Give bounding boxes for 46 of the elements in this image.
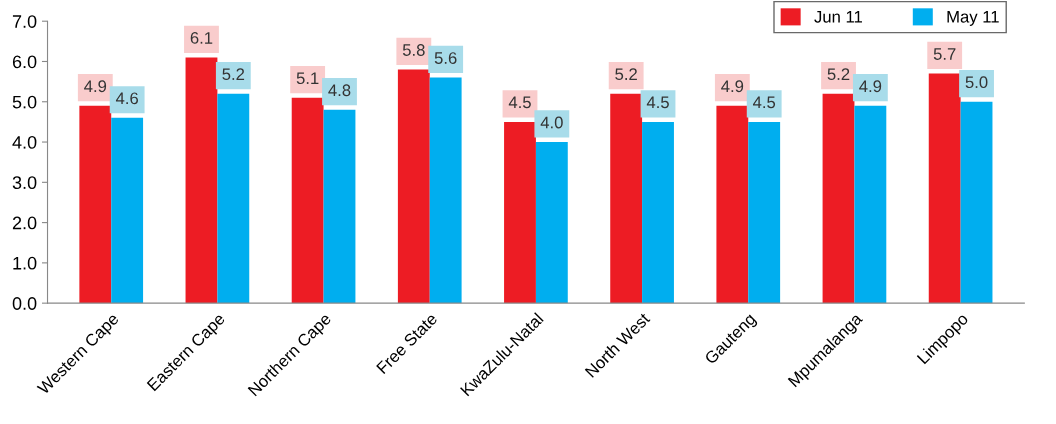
- data-label: 4.9: [84, 80, 107, 93]
- bar: [504, 121, 536, 304]
- y-tick-label: 2.0: [12, 216, 37, 230]
- data-label: 6.1: [190, 32, 213, 44]
- y-tick-label: 0.0: [12, 297, 37, 310]
- bar: [610, 93, 643, 304]
- bar: [822, 93, 855, 304]
- data-label: 4.0: [540, 116, 563, 129]
- data-label: 5.8: [402, 44, 425, 56]
- y-tick-label: 7.0: [12, 15, 37, 28]
- y-tick-label: 3.0: [12, 176, 37, 190]
- bar: [716, 105, 749, 304]
- data-label: 5.7: [933, 48, 956, 60]
- legend-label: May 11: [947, 11, 999, 26]
- y-tick-label: 5.0: [12, 95, 37, 109]
- data-label: 4.5: [646, 96, 669, 109]
- y-tick-label: 6.0: [12, 55, 37, 69]
- data-label: 4.5: [752, 96, 776, 109]
- data-label: 4.9: [721, 80, 744, 93]
- bar: [535, 142, 568, 304]
- data-label: 5.2: [222, 68, 245, 81]
- bar: [748, 121, 781, 304]
- data-label: 4.6: [115, 92, 138, 105]
- data-label: 4.5: [508, 96, 531, 109]
- data-label: 5.1: [296, 72, 319, 85]
- bar: [217, 93, 250, 304]
- y-tick-label: 1.0: [13, 256, 37, 270]
- data-label: 4.8: [328, 84, 351, 97]
- bar: [928, 73, 961, 304]
- bar: [291, 97, 324, 304]
- bar: [854, 105, 887, 304]
- data-label: 5.6: [434, 52, 457, 64]
- bar: [642, 121, 674, 304]
- legend-label: Jun 11: [814, 11, 862, 23]
- data-label: 5.2: [827, 68, 850, 81]
- data-label: 5.2: [615, 68, 637, 81]
- bar: [79, 105, 112, 304]
- bar: [960, 101, 993, 304]
- data-label: 5.0: [965, 76, 988, 89]
- bar: [397, 69, 430, 304]
- y-tick-label: 4.0: [12, 135, 37, 149]
- bar: [323, 109, 356, 304]
- bar: [111, 117, 144, 304]
- bar: [429, 77, 462, 304]
- bar: [185, 57, 218, 304]
- data-label: 4.9: [859, 80, 882, 93]
